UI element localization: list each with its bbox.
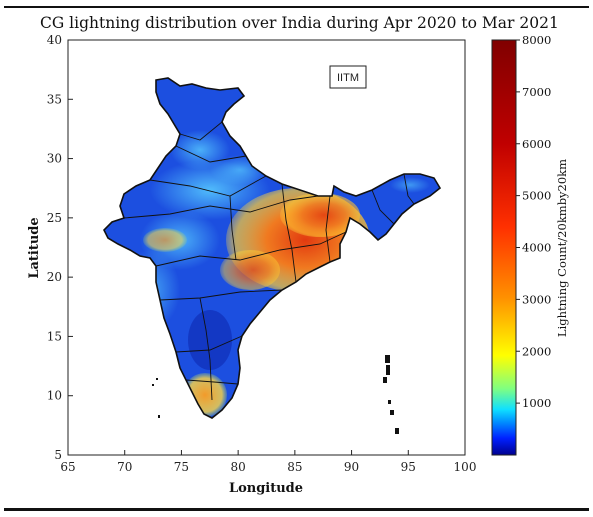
- colorbar-tick-label: 1000: [522, 396, 551, 410]
- colorbar-tick-label: 7000: [522, 85, 551, 99]
- colorbar-ticks: 1000 2000 3000 4000 5000 6000 7000 8000: [516, 33, 551, 410]
- colorbar-tick-label: 5000: [522, 189, 551, 203]
- colorbar-tick-label: 2000: [522, 344, 551, 358]
- colorbar-tick-label: 4000: [522, 241, 551, 255]
- y-tick-label: 25: [47, 211, 62, 225]
- colorbar-tick-label: 3000: [522, 292, 551, 306]
- map-title: CG lightning distribution over India dur…: [40, 14, 559, 32]
- y-tick-label: 20: [47, 270, 62, 284]
- y-tick-label: 40: [47, 33, 62, 47]
- watermark-box: [329, 65, 367, 89]
- colorbar-label: Lightning Count/20kmby20km: [555, 159, 569, 337]
- x-axis-ticks: 65 70 75 80 85 90 95 100: [60, 450, 476, 474]
- y-tick-label: 5: [54, 448, 62, 462]
- india-outline: [103, 77, 442, 419]
- lakshadweep-islands: [152, 378, 160, 418]
- andaman-islands: [383, 355, 399, 434]
- x-tick-label: 90: [344, 460, 359, 474]
- colorbar-tick-label: 8000: [522, 33, 551, 47]
- y-tick-label: 15: [47, 329, 62, 343]
- colorbar-tick-label: 6000: [522, 137, 551, 151]
- y-axis-ticks: 5 10 15 20 25 30 35 40: [47, 33, 73, 462]
- y-tick-label: 10: [47, 389, 62, 403]
- x-tick-label: 65: [60, 460, 75, 474]
- x-tick-label: 100: [454, 460, 477, 474]
- y-axis-label: Latitude: [27, 217, 42, 278]
- state-boundaries: [123, 121, 415, 401]
- x-tick-label: 70: [117, 460, 132, 474]
- bottom-rule: [4, 508, 589, 511]
- x-tick-label: 75: [174, 460, 189, 474]
- watermark-text: IITM: [337, 72, 359, 84]
- x-tick-label: 95: [401, 460, 416, 474]
- top-rule: [4, 6, 589, 8]
- x-tick-label: 85: [287, 460, 302, 474]
- colorbar: [491, 39, 517, 456]
- x-tick-label: 80: [231, 460, 246, 474]
- y-tick-label: 30: [47, 152, 62, 166]
- x-axis-label: Longitude: [229, 481, 303, 496]
- y-tick-label: 35: [47, 92, 62, 106]
